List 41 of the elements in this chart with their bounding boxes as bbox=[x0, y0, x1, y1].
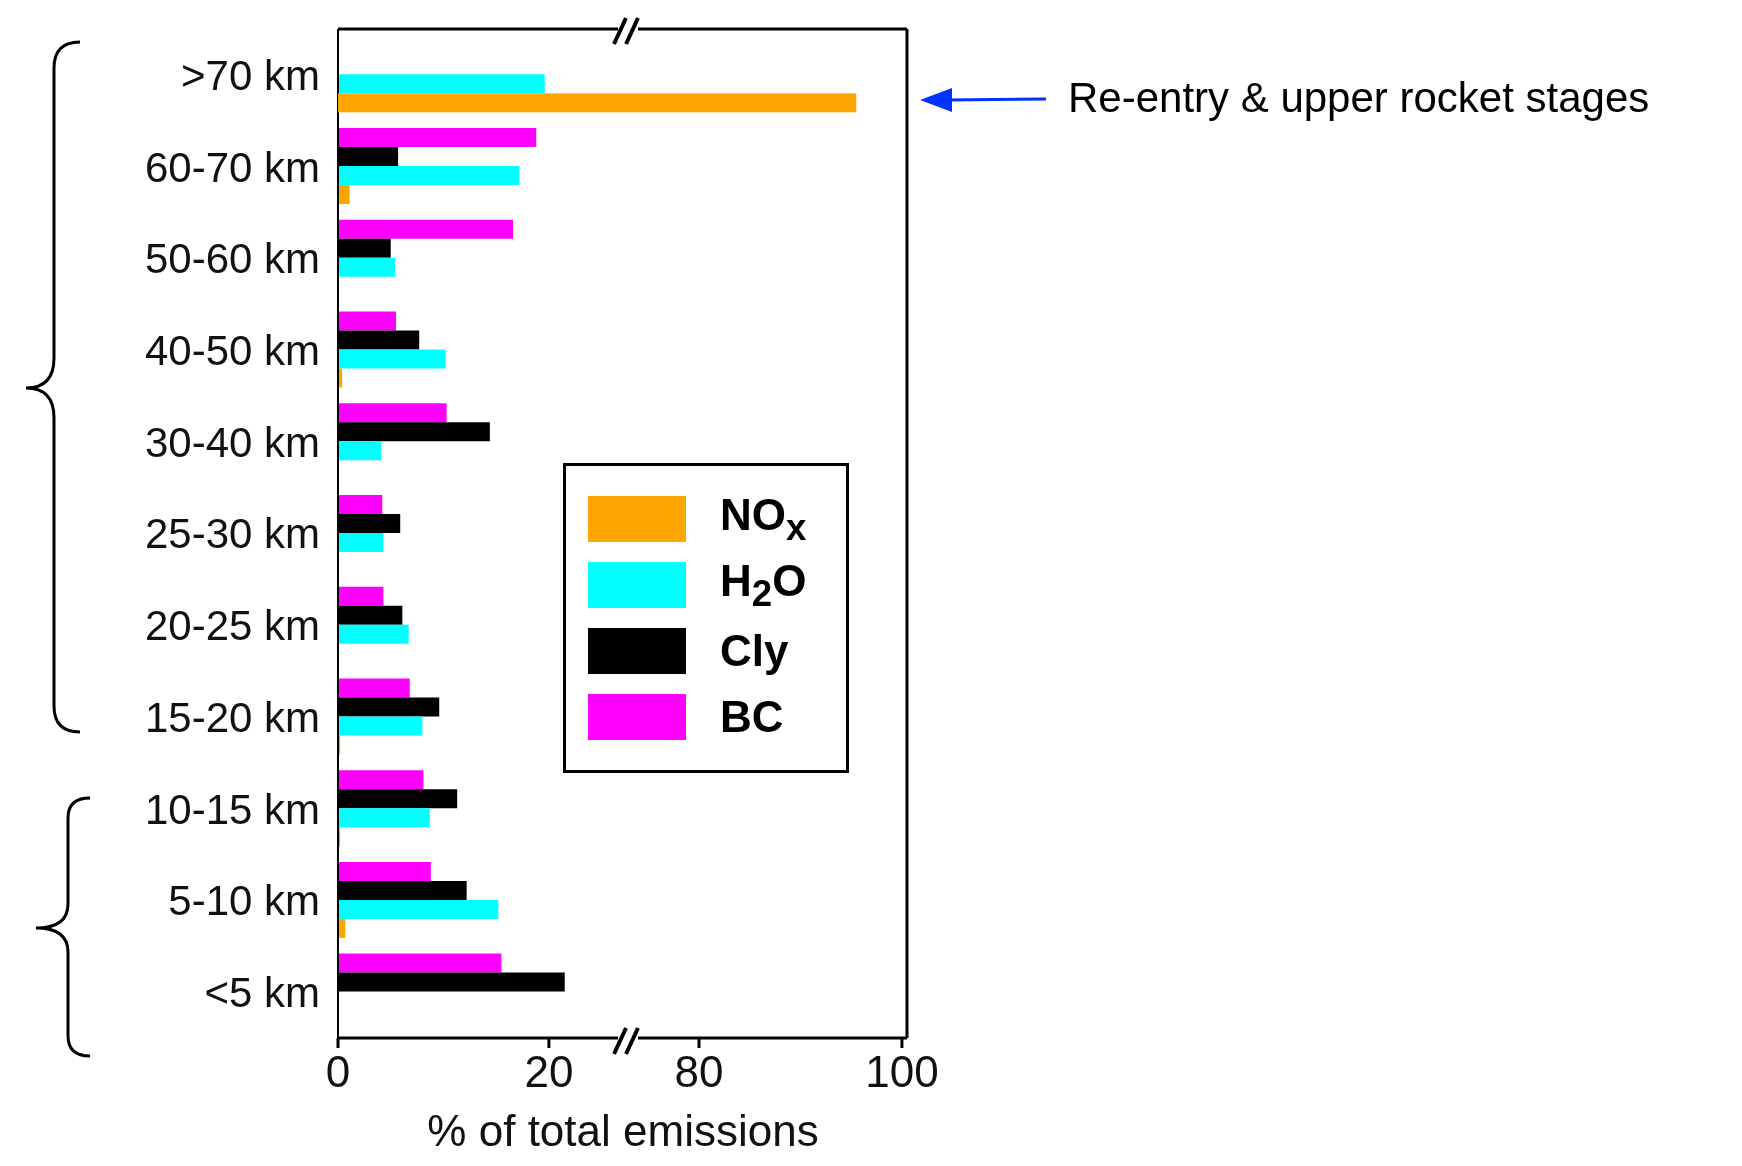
y-tick-label: 30-40 km bbox=[144, 418, 320, 466]
bar bbox=[338, 403, 447, 423]
bar bbox=[338, 441, 382, 461]
bar bbox=[338, 586, 384, 606]
bar bbox=[338, 716, 423, 736]
text: Re-entry & upper rocket stages bbox=[1068, 74, 1650, 122]
legend-label: H$_{2}$O bbox=[720, 555, 807, 615]
y-tick-label: >70 km bbox=[181, 51, 320, 99]
bar bbox=[338, 311, 396, 331]
legend-label: NO$_{x}$ bbox=[720, 489, 807, 549]
y-tick-label: 25-30 km bbox=[144, 510, 320, 558]
bar bbox=[338, 532, 384, 552]
x-tick-label: 100 bbox=[865, 1047, 939, 1097]
y-tick-label: 15-20 km bbox=[144, 693, 320, 741]
x-tick-label: 20 bbox=[524, 1047, 574, 1097]
bar bbox=[338, 257, 395, 277]
y-tick-label: 40-50 km bbox=[144, 326, 320, 374]
bar bbox=[338, 678, 410, 698]
bar bbox=[338, 349, 446, 369]
bar bbox=[338, 899, 499, 919]
x-axis-title: % of total emissions bbox=[426, 1106, 820, 1156]
x-tick-label: 0 bbox=[325, 1047, 351, 1097]
bar bbox=[338, 624, 409, 644]
y-tick-label: 10-15 km bbox=[144, 785, 320, 833]
x-tick-label: 80 bbox=[674, 1047, 724, 1097]
y-tick-label: 60-70 km bbox=[144, 143, 320, 191]
y-tick-label: 20-25 km bbox=[144, 602, 320, 650]
bar bbox=[338, 219, 514, 239]
bar bbox=[338, 185, 350, 205]
legend-label: BC bbox=[720, 692, 784, 742]
legend-label: Cly bbox=[720, 626, 789, 676]
y-tick-label: 50-60 km bbox=[144, 235, 320, 283]
bar bbox=[338, 128, 537, 148]
bar bbox=[338, 808, 430, 828]
bar bbox=[338, 861, 431, 881]
bar bbox=[338, 494, 383, 514]
bar bbox=[338, 166, 520, 186]
y-tick-label: 5-10 km bbox=[168, 877, 320, 925]
y-tick-label: <5 km bbox=[204, 969, 320, 1017]
bar bbox=[338, 770, 424, 790]
bar bbox=[338, 953, 502, 973]
